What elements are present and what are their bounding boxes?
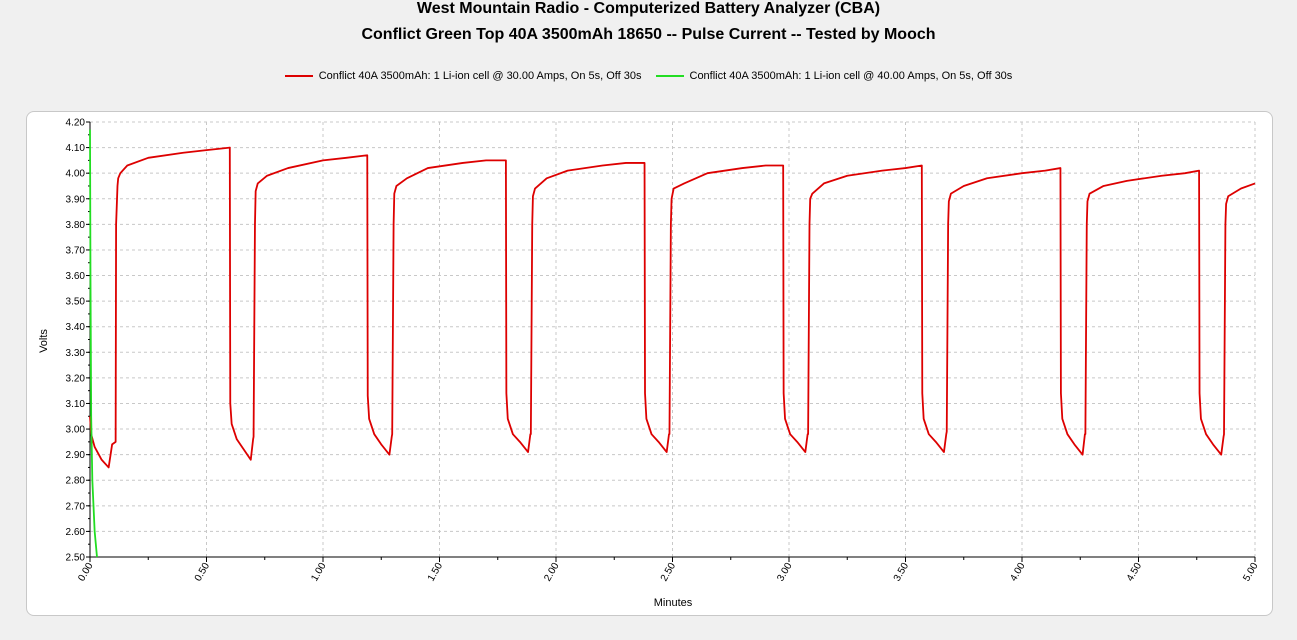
y-tick-label: 3.80 <box>66 220 86 231</box>
chart-subtitle: Conflict Green Top 40A 3500mAh 18650 -- … <box>361 26 936 43</box>
y-tick-label: 2.50 <box>66 553 86 564</box>
y-tick-label: 3.10 <box>66 399 86 410</box>
y-tick-label: 2.70 <box>66 501 86 512</box>
y-axis-label: Volts <box>38 329 50 353</box>
legend-label-series-1: Conflict 40A 3500mAh: 1 Li-ion cell @ 30… <box>318 70 642 82</box>
x-tick-label: 5.00 <box>1241 561 1260 584</box>
grid-lines <box>90 121 1256 557</box>
y-tick-label: 3.20 <box>66 373 86 384</box>
y-tick-label: 3.70 <box>66 245 86 256</box>
y-tick-label: 3.00 <box>66 425 86 436</box>
series-line-2 <box>89 129 98 558</box>
y-tick-label: 2.60 <box>66 527 86 538</box>
x-tick-label: 4.00 <box>1008 561 1027 584</box>
tick-labels: 2.50 2.60 2.70 2.80 2.90 3.00 3.10 3.20 3.30 3.40… <box>66 118 1261 584</box>
x-tick-label: 0.50 <box>193 561 212 584</box>
x-tick-label: 1.00 <box>309 561 328 584</box>
y-tick-label: 3.40 <box>66 322 86 333</box>
y-tick-label: 3.30 <box>66 348 86 359</box>
legend-swatch-series-1 <box>284 75 313 77</box>
series-lines <box>89 129 1256 558</box>
y-tick-label: 3.60 <box>66 271 86 282</box>
legend-entry-series-1: Conflict 40A 3500mAh: 1 Li-ion cell @ 30… <box>284 70 642 82</box>
chart-title: West Mountain Radio - Computerized Batte… <box>416 0 881 17</box>
y-tick-label: 3.50 <box>66 297 86 308</box>
x-tick-label: 2.00 <box>542 561 561 584</box>
y-tick-label: 4.10 <box>66 143 86 154</box>
y-tick-label: 2.80 <box>66 476 86 487</box>
y-tick-label: 4.00 <box>66 169 86 180</box>
legend-entry-series-2: Conflict 40A 3500mAh: 1 Li-ion cell @ 40… <box>655 70 1013 82</box>
x-tick-label: 2.50 <box>659 561 678 584</box>
legend-label-series-2: Conflict 40A 3500mAh: 1 Li-ion cell @ 40… <box>689 70 1013 82</box>
chart-legend: Conflict 40A 3500mAh: 1 Li-ion cell @ 30… <box>0 70 1297 82</box>
x-tick-label: 3.50 <box>892 561 911 584</box>
y-tick-label: 3.90 <box>66 194 86 205</box>
x-axis-label: Minutes <box>654 597 693 609</box>
y-tick-label: 2.90 <box>66 450 86 461</box>
series-line-1 <box>89 146 1256 469</box>
x-tick-label: 3.00 <box>775 561 794 584</box>
y-tick-label: 4.20 <box>66 118 86 129</box>
x-tick-label: 1.50 <box>426 561 445 584</box>
x-tick-label: 0.00 <box>76 561 95 584</box>
legend-swatch-series-2 <box>655 75 684 77</box>
x-tick-label: 4.50 <box>1125 561 1144 584</box>
